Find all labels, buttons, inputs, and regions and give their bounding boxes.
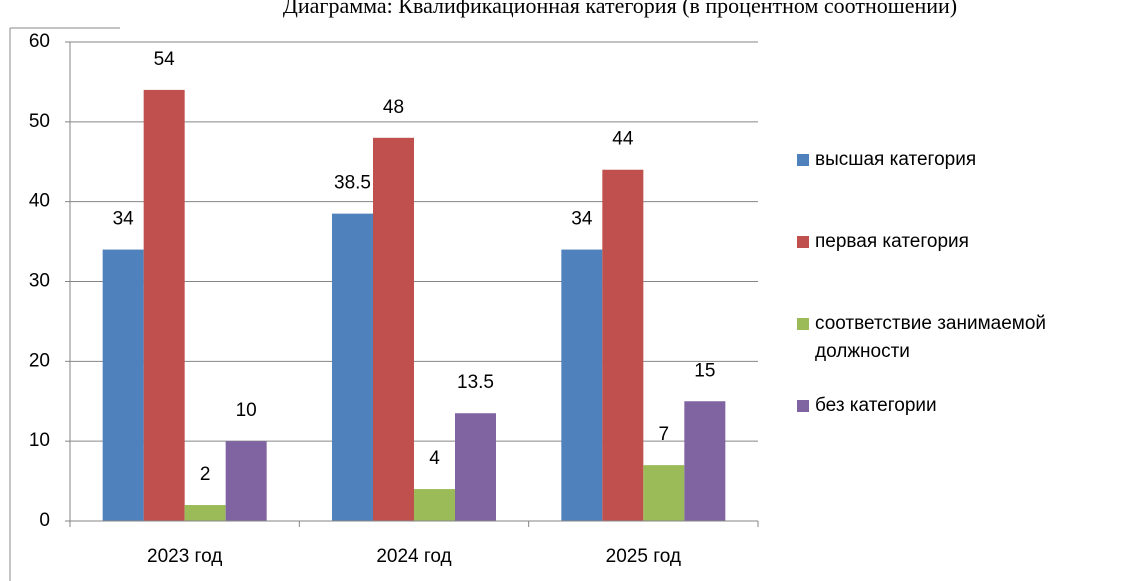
- legend-swatch: [797, 236, 809, 248]
- value-label: 34: [113, 209, 135, 230]
- bar: [414, 489, 455, 521]
- bar: [643, 465, 685, 521]
- bar: [602, 169, 644, 521]
- bar: [102, 249, 144, 522]
- x-tick-label: 2024 год: [376, 546, 451, 567]
- y-tick-label: 40: [29, 191, 50, 212]
- value-label: 4: [429, 448, 440, 469]
- legend-item: без категории: [797, 392, 1127, 420]
- legend-swatch: [797, 400, 809, 412]
- bar: [561, 249, 603, 522]
- x-tick-label: 2023 год: [147, 546, 222, 567]
- legend-label: соответствие занимаемой должности: [815, 313, 1047, 362]
- y-tick-label: 30: [29, 271, 50, 292]
- value-label: 2: [200, 464, 211, 485]
- chart-title: Диаграмма: Квалификационная категория (в…: [283, 0, 957, 18]
- y-tick-label: 20: [29, 350, 50, 371]
- legend-swatch: [797, 154, 809, 166]
- legend-label: высшая категория: [815, 149, 977, 170]
- bar: [332, 213, 373, 521]
- legend-item: первая категория: [797, 228, 1127, 256]
- bar: [225, 441, 267, 521]
- legend-swatch: [797, 318, 809, 330]
- value-label: 34: [571, 209, 593, 230]
- value-label: 54: [154, 49, 176, 70]
- y-tick-label: 10: [29, 430, 50, 451]
- y-tick-label: 0: [39, 510, 50, 531]
- x-tick-label: 2025 год: [606, 546, 681, 567]
- legend-label: без категории: [815, 395, 937, 416]
- value-label: 48: [383, 97, 404, 118]
- bar: [455, 413, 496, 521]
- value-label: 10: [236, 400, 257, 421]
- bar: [684, 401, 726, 521]
- value-label: 44: [612, 129, 634, 150]
- y-tick-label: 60: [29, 31, 50, 52]
- value-label: 7: [659, 424, 670, 445]
- bar: [373, 137, 414, 522]
- legend-item: соответствие занимаемой должности: [797, 310, 1127, 366]
- value-label: 13.5: [457, 372, 494, 393]
- legend-item: высшая категория: [797, 146, 1127, 174]
- value-label: 15: [694, 360, 715, 381]
- bar: [143, 89, 185, 522]
- value-label: 38.5: [334, 173, 371, 194]
- legend-label: первая категория: [815, 231, 969, 252]
- y-tick-label: 50: [29, 111, 50, 132]
- bar: [184, 505, 226, 521]
